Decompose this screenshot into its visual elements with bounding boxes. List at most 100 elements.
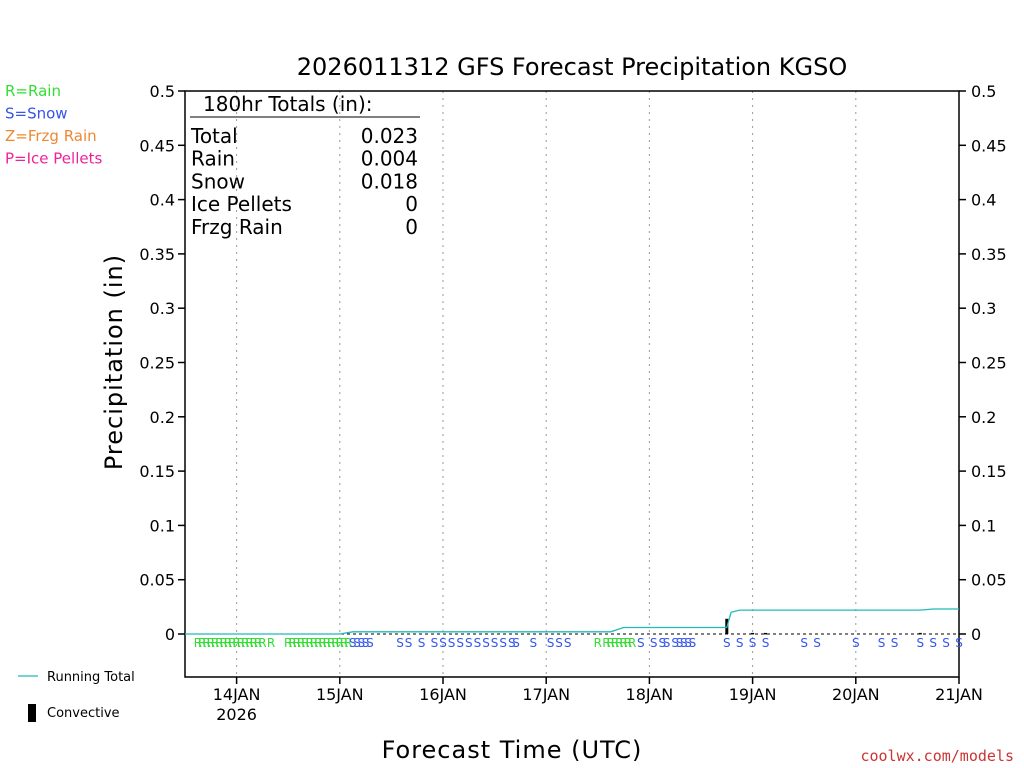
precip-type-mark-34: S [357, 636, 365, 650]
precip-type-mark-54: S [564, 636, 572, 650]
precip-type-mark-11: R [241, 636, 249, 650]
precip-type-mark-59: R [615, 636, 623, 650]
precip-type-mark-36: S [366, 636, 374, 650]
precip-type-mark-7: R [224, 636, 232, 650]
x-tick-sublabel-0: 2026 [216, 705, 257, 724]
precip-type-mark-48: S [499, 636, 507, 650]
precip-type-legend-r: R=Rain [5, 82, 61, 100]
precip-type-mark-81: S [916, 636, 924, 650]
precip-type-mark-56: R [602, 636, 610, 650]
precip-type-mark-77: S [813, 636, 821, 650]
y-tick-label-left-4: 0.2 [150, 408, 175, 427]
precip-type-mark-9: R [232, 636, 240, 650]
precip-type-mark-13: R [250, 636, 258, 650]
precip-type-mark-68: S [676, 636, 684, 650]
y-axis-right: 0 0.05 0.1 0.15 0.2 0.25 0.3 0.35 0.4 0.45 0.5 [959, 82, 1007, 644]
y-tick-label-right-7: 0.35 [971, 245, 1007, 264]
precip-type-mark-1: R [198, 636, 206, 650]
precip-type-mark-58: R [611, 636, 619, 650]
precip-type-mark-42: S [448, 636, 456, 650]
precip-type-mark-76: S [800, 636, 808, 650]
x-tick-label-6: 20JAN [832, 685, 880, 704]
precip-type-mark-33: S [353, 636, 361, 650]
precip-type-mark-0: R [194, 636, 202, 650]
y-tick-label-right-3: 0.15 [971, 462, 1007, 481]
y-tick-label-left-2: 0.1 [150, 516, 175, 535]
totals-row-value-4: 0 [405, 215, 418, 239]
precip-type-legend-z: Z=Frzg Rain [5, 127, 97, 145]
precip-type-mark-15: R [258, 636, 266, 650]
precip-type-mark-25: R [318, 636, 326, 650]
precip-type-mark-6: R [220, 636, 228, 650]
x-tick-label-1: 15JAN [316, 685, 364, 704]
totals-row-value-2: 0.018 [361, 169, 418, 193]
bottom-legend-label-1: Convective [47, 706, 120, 721]
precip-type-mark-43: S [456, 636, 464, 650]
precip-type-mark-27: R [327, 636, 335, 650]
precip-type-mark-46: S [482, 636, 490, 650]
precip-type-mark-39: S [418, 636, 426, 650]
precip-type-mark-10: R [237, 636, 245, 650]
convective-bar-2 [764, 632, 767, 635]
precip-type-mark-82: S [929, 636, 937, 650]
precip-type-mark-32: S [349, 636, 357, 650]
x-tick-label-5: 19JAN [729, 685, 777, 704]
precip-type-legend: R=Rain S=Snow Z=Frzg Rain P=Ice Pellets [5, 82, 102, 168]
precip-type-mark-80: S [891, 636, 899, 650]
precip-type-mark-64: S [650, 636, 658, 650]
precip-type-mark-31: R [344, 636, 352, 650]
precip-type-mark-60: R [619, 636, 627, 650]
y-tick-label-left-9: 0.45 [139, 136, 175, 155]
precip-type-mark-44: S [465, 636, 473, 650]
precip-type-mark-67: S [671, 636, 679, 650]
plot-frame [184, 90, 960, 678]
precip-type-mark-47: S [491, 636, 499, 650]
totals-row-value-0: 0.023 [361, 124, 418, 148]
credit-text: coolwx.com/models [860, 747, 1014, 765]
precip-type-mark-14: R [254, 636, 262, 650]
y-tick-label-right-1: 0.05 [971, 571, 1007, 590]
precip-type-mark-37: S [396, 636, 404, 650]
x-tick-label-4: 18JAN [626, 685, 674, 704]
precip-type-mark-63: S [637, 636, 645, 650]
convective-bar-3 [918, 632, 922, 635]
precip-type-mark-26: R [323, 636, 331, 650]
precip-type-mark-72: S [723, 636, 731, 650]
y-tick-label-left-8: 0.4 [150, 191, 175, 210]
precip-type-mark-70: S [684, 636, 692, 650]
totals-row-value-1: 0.004 [361, 147, 418, 171]
totals-row-label-4: Frzg Rain [191, 215, 283, 239]
running-total-line [185, 608, 959, 635]
precip-type-mark-3: R [207, 636, 215, 650]
y-tick-label-right-6: 0.3 [971, 299, 996, 318]
y-tick-label-right-5: 0.25 [971, 354, 1007, 373]
precip-type-legend-p: P=Ice Pellets [5, 150, 102, 168]
precip-type-mark-29: R [336, 636, 344, 650]
precip-type-mark-53: S [555, 636, 563, 650]
precip-type-mark-69: S [680, 636, 688, 650]
precip-type-mark-65: S [658, 636, 666, 650]
precip-type-mark-22: R [306, 636, 314, 650]
precip-type-mark-61: R [624, 636, 632, 650]
y-tick-label-right-9: 0.45 [971, 136, 1007, 155]
y-tick-label-left-10: 0.5 [150, 82, 175, 101]
precip-type-mark-45: S [474, 636, 482, 650]
y-tick-label-left-0: 0 [165, 625, 175, 644]
precip-type-mark-21: R [301, 636, 309, 650]
y-tick-label-left-6: 0.3 [150, 299, 175, 318]
precip-type-mark-52: S [547, 636, 555, 650]
y-tick-label-right-8: 0.4 [971, 191, 996, 210]
y-tick-label-right-0: 0 [971, 625, 981, 644]
precip-type-mark-4: R [211, 636, 219, 650]
y-tick-label-left-5: 0.25 [139, 354, 175, 373]
precip-type-mark-79: S [878, 636, 886, 650]
precip-type-legend-s: S=Snow [5, 105, 68, 123]
bottom-legend-label-0: Running Total [47, 670, 135, 685]
precip-type-mark-84: S [955, 636, 963, 650]
totals-row-label-0: Total [190, 124, 238, 148]
precip-type-mark-62: R [628, 636, 636, 650]
y-tick-label-right-4: 0.2 [971, 408, 996, 427]
precip-type-mark-71: S [689, 636, 697, 650]
